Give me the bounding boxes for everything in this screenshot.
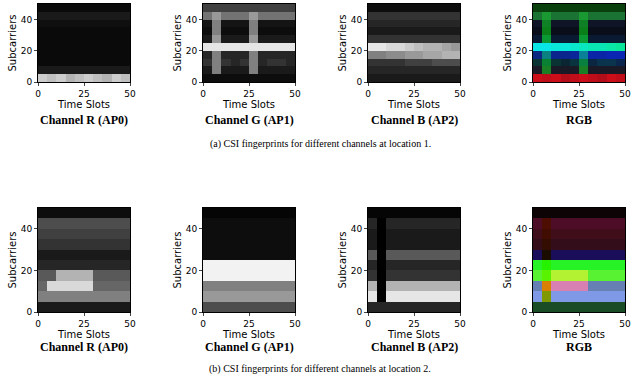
- svg-text:0: 0: [200, 319, 206, 329]
- svg-text:25: 25: [573, 89, 584, 99]
- svg-text:0: 0: [26, 77, 32, 87]
- svg-text:0: 0: [365, 89, 371, 99]
- svg-text:Channel B (AP2): Channel B (AP2): [371, 340, 458, 354]
- svg-text:0: 0: [521, 307, 527, 317]
- svg-text:Channel G (AP1): Channel G (AP1): [205, 340, 294, 354]
- svg-text:20: 20: [351, 266, 363, 276]
- svg-text:40: 40: [351, 15, 363, 25]
- svg-text:Channel G (AP1): Channel G (AP1): [205, 113, 294, 127]
- svg-text:Subcarriers: Subcarriers: [7, 232, 18, 289]
- svg-text:20: 20: [516, 266, 528, 276]
- svg-text:50: 50: [124, 89, 136, 99]
- svg-text:Subcarriers: Subcarriers: [502, 15, 513, 72]
- svg-text:25: 25: [78, 319, 89, 329]
- svg-text:Channel R (AP0): Channel R (AP0): [40, 113, 128, 127]
- svg-text:40: 40: [21, 15, 33, 25]
- svg-text:0: 0: [200, 89, 206, 99]
- svg-text:Subcarriers: Subcarriers: [172, 15, 183, 72]
- svg-text:0: 0: [530, 319, 536, 329]
- svg-text:Time Slots: Time Slots: [387, 329, 440, 340]
- svg-text:RGB: RGB: [566, 340, 592, 354]
- svg-text:Channel R (AP0): Channel R (AP0): [40, 340, 128, 354]
- svg-text:Subcarriers: Subcarriers: [7, 15, 18, 72]
- svg-text:Time Slots: Time Slots: [57, 99, 110, 110]
- svg-text:0: 0: [356, 77, 362, 87]
- svg-text:50: 50: [619, 319, 631, 329]
- svg-text:20: 20: [21, 46, 33, 56]
- svg-text:25: 25: [573, 319, 584, 329]
- svg-text:RGB: RGB: [566, 113, 592, 127]
- svg-text:25: 25: [408, 89, 419, 99]
- svg-text:0: 0: [521, 77, 527, 87]
- svg-text:20: 20: [186, 46, 198, 56]
- svg-text:0: 0: [191, 307, 197, 317]
- svg-text:Time Slots: Time Slots: [387, 99, 440, 110]
- svg-text:Subcarriers: Subcarriers: [337, 232, 348, 289]
- svg-text:(a) CSI fingerprints for diffe: (a) CSI fingerprints for different chann…: [210, 138, 431, 150]
- svg-text:0: 0: [365, 319, 371, 329]
- svg-text:0: 0: [191, 77, 197, 87]
- svg-text:25: 25: [408, 319, 419, 329]
- svg-text:20: 20: [516, 46, 528, 56]
- svg-text:25: 25: [78, 89, 89, 99]
- svg-text:20: 20: [351, 46, 363, 56]
- svg-text:40: 40: [516, 15, 528, 25]
- svg-text:50: 50: [124, 319, 136, 329]
- svg-text:Channel B (AP2): Channel B (AP2): [371, 113, 458, 127]
- svg-text:Subcarriers: Subcarriers: [502, 232, 513, 289]
- svg-text:25: 25: [243, 319, 254, 329]
- svg-text:0: 0: [26, 307, 32, 317]
- svg-text:20: 20: [21, 266, 33, 276]
- svg-text:25: 25: [243, 89, 254, 99]
- svg-text:20: 20: [186, 266, 198, 276]
- svg-text:Subcarriers: Subcarriers: [172, 232, 183, 289]
- svg-text:0: 0: [35, 319, 41, 329]
- svg-text:50: 50: [454, 89, 466, 99]
- svg-text:50: 50: [289, 89, 301, 99]
- svg-text:Time Slots: Time Slots: [552, 329, 605, 340]
- svg-text:40: 40: [186, 224, 198, 234]
- svg-text:Time Slots: Time Slots: [552, 99, 605, 110]
- svg-text:40: 40: [516, 224, 528, 234]
- svg-text:Time Slots: Time Slots: [222, 329, 275, 340]
- svg-text:0: 0: [35, 89, 41, 99]
- svg-text:40: 40: [351, 224, 363, 234]
- svg-text:Time Slots: Time Slots: [222, 99, 275, 110]
- svg-text:(b) CSI fingerprints for diffe: (b) CSI fingerprints for different chann…: [209, 363, 431, 375]
- svg-text:Time Slots: Time Slots: [57, 329, 110, 340]
- svg-text:40: 40: [186, 15, 198, 25]
- svg-text:50: 50: [289, 319, 301, 329]
- svg-text:40: 40: [21, 224, 33, 234]
- svg-text:0: 0: [356, 307, 362, 317]
- svg-text:50: 50: [454, 319, 466, 329]
- svg-text:Subcarriers: Subcarriers: [337, 15, 348, 72]
- svg-text:50: 50: [619, 89, 631, 99]
- svg-text:0: 0: [530, 89, 536, 99]
